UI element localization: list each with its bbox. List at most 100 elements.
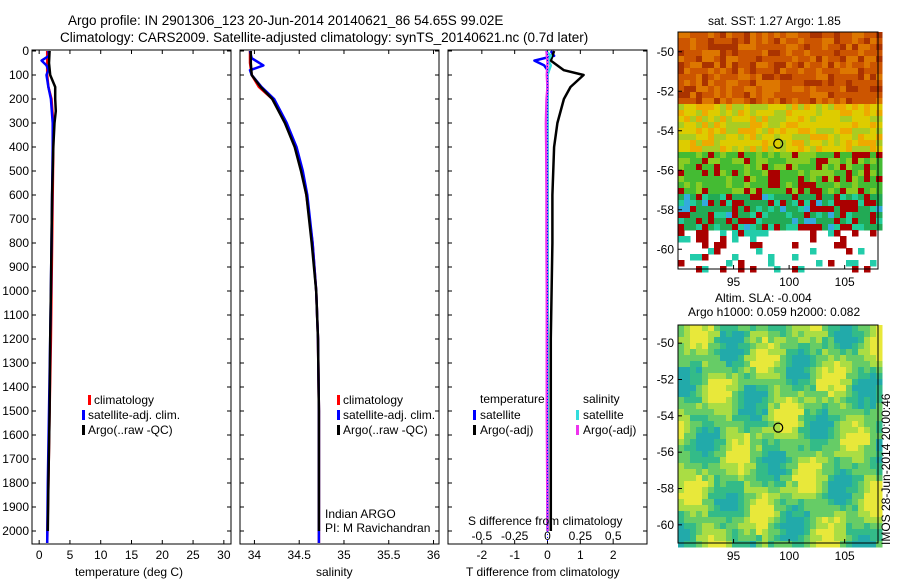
map-cell	[756, 481, 763, 488]
map-cell	[870, 44, 877, 51]
map-cell	[732, 200, 739, 207]
map-cell	[726, 361, 733, 368]
map-cell	[852, 200, 859, 207]
map-cell	[780, 200, 787, 207]
map-cell	[804, 44, 811, 51]
map-cell	[768, 511, 775, 518]
map-cell	[744, 397, 751, 404]
map-cell	[738, 224, 745, 231]
map-cell	[816, 38, 823, 45]
map-cell	[762, 188, 769, 195]
sla-map-title-line1: Altim. SLA: -0.004	[715, 291, 812, 305]
map-cell	[804, 523, 811, 530]
map-cell	[846, 445, 853, 452]
map-cell	[822, 409, 829, 416]
map-cell	[786, 457, 793, 464]
map-cell	[774, 379, 781, 386]
map-cell	[690, 541, 697, 548]
map-cell	[714, 379, 721, 386]
map-cell	[804, 493, 811, 500]
map-cell	[846, 164, 853, 171]
map-cell	[858, 188, 865, 195]
map-cell	[684, 164, 691, 171]
map-cell	[738, 176, 745, 183]
map-cell	[768, 475, 775, 482]
map-cell	[684, 80, 691, 87]
map-cell	[786, 50, 793, 57]
map-cell	[834, 104, 841, 111]
map-cell	[798, 116, 805, 123]
x-tick-label: 34.5	[288, 548, 312, 562]
map-cell	[876, 152, 883, 159]
map-cell	[774, 50, 781, 57]
map-cell	[810, 62, 817, 69]
map-cell	[750, 487, 757, 494]
map-cell	[678, 56, 685, 63]
map-cell	[732, 146, 739, 153]
map-cell	[864, 38, 871, 45]
map-cell	[822, 451, 829, 458]
legend-header-salinity: salinity	[583, 392, 620, 406]
map-cell	[732, 92, 739, 99]
map-cell	[876, 481, 883, 488]
map-cell	[810, 98, 817, 105]
map-cell	[792, 140, 799, 147]
map-cell	[858, 32, 865, 39]
map-cell	[744, 457, 751, 464]
map-cell	[720, 86, 727, 93]
map-cell	[696, 134, 703, 141]
legend-swatch-satellite	[337, 410, 340, 420]
map-cell	[738, 212, 745, 219]
map-cell	[690, 164, 697, 171]
map-cell	[792, 164, 799, 171]
map-cell	[738, 98, 745, 105]
map-cell	[804, 134, 811, 141]
map-cell	[744, 445, 751, 452]
map-cell	[732, 433, 739, 440]
legend-swatch-satellite	[82, 410, 85, 420]
map-cell	[864, 80, 871, 87]
map-cell	[678, 349, 685, 356]
map-cell	[726, 218, 733, 225]
map-cell	[786, 86, 793, 93]
map-cell	[678, 367, 685, 374]
map-cell	[816, 116, 823, 123]
map-cell	[684, 373, 691, 380]
map-cell	[756, 529, 763, 536]
map-cell	[678, 146, 685, 153]
map-cell	[870, 499, 877, 506]
map-cell	[720, 433, 727, 440]
map-cell	[816, 224, 823, 231]
map-cell	[780, 98, 787, 105]
map-cell	[714, 98, 721, 105]
map-cell	[762, 224, 769, 231]
map-cell	[768, 38, 775, 45]
map-cell	[798, 451, 805, 458]
map-cell	[714, 104, 721, 111]
map-cell	[774, 170, 781, 177]
map-cell	[726, 379, 733, 386]
map-cell	[702, 343, 709, 350]
map-cell	[870, 176, 877, 183]
map-cell	[684, 421, 691, 428]
map-cell	[690, 373, 697, 380]
map-cell	[708, 206, 715, 213]
map-cell	[870, 104, 877, 111]
map-cell	[834, 337, 841, 344]
map-cell	[726, 86, 733, 93]
map-cell	[846, 385, 853, 392]
map-cell	[798, 385, 805, 392]
map-cell	[804, 361, 811, 368]
map-cell	[678, 140, 685, 147]
map-cell	[720, 200, 727, 207]
map-cell	[714, 74, 721, 81]
map-cell	[834, 62, 841, 69]
map-cell	[702, 104, 709, 111]
map-cell	[828, 218, 835, 225]
map-cell	[864, 403, 871, 410]
map-cell	[864, 176, 871, 183]
map-cell	[786, 517, 793, 524]
map-cell	[822, 152, 829, 159]
map-cell	[822, 343, 829, 350]
map-cell	[804, 403, 811, 410]
